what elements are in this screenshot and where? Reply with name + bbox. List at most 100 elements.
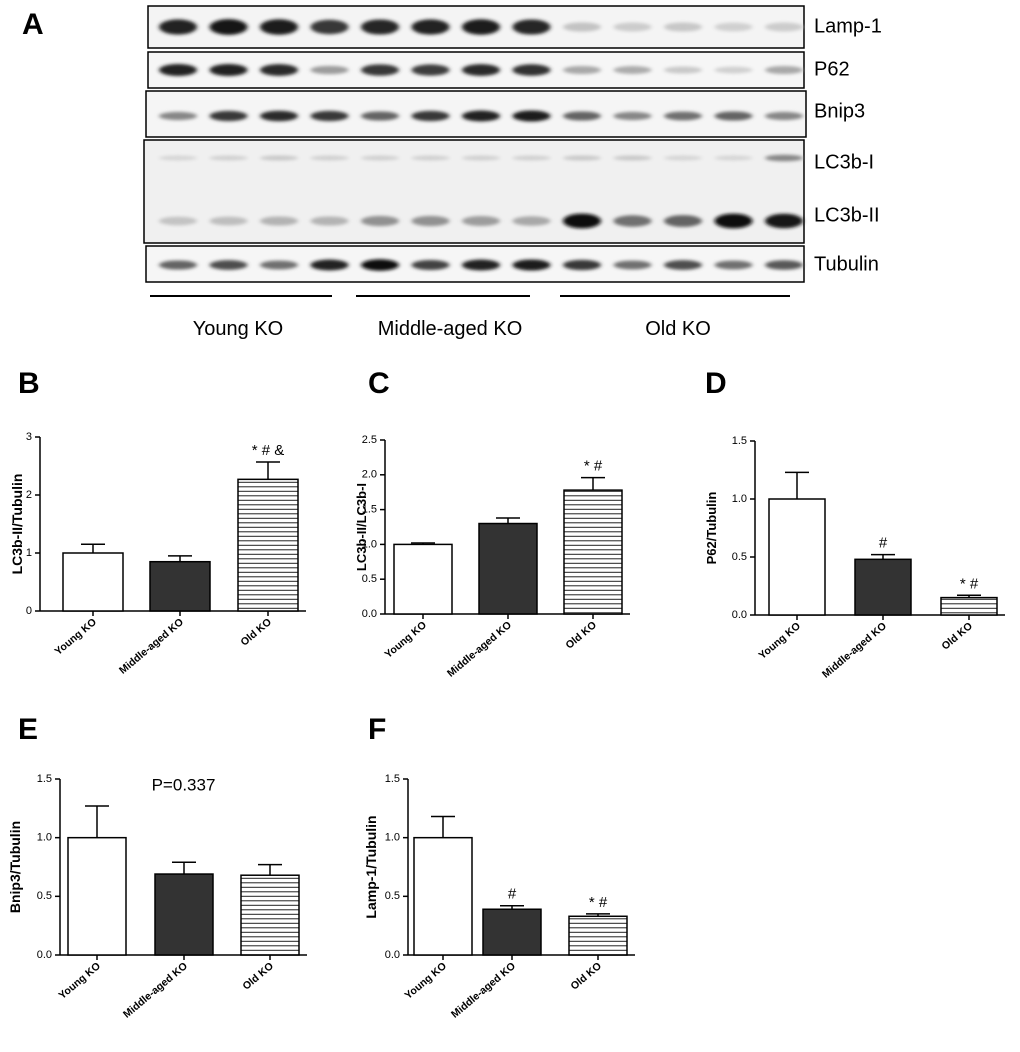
western-blot-panel: Lamp-1 P62 Bnip3 LC3b-I LC3b-II Tubulin [143, 5, 882, 340]
blot-band [664, 155, 702, 161]
blot-band [159, 216, 197, 226]
bar [62, 552, 124, 612]
chart-d-p62-tubulin: 0.0 0.5 1.0 1.5 P62/Tubulin Young KO Middle-ag… [704, 435, 1005, 681]
bar [149, 560, 211, 612]
blot-label-p62: P62 [814, 58, 850, 80]
blot-band [765, 154, 803, 162]
significance-annotation: * # [960, 575, 979, 592]
x-tick-label: Young KO [402, 960, 448, 1002]
blot-band [512, 216, 551, 226]
significance-annotation: * # [589, 894, 608, 911]
bar [237, 478, 299, 612]
blot-band [209, 216, 248, 226]
blot-band [512, 19, 551, 35]
panel-label-e: E [18, 713, 38, 746]
y-tick-label: 0 [26, 605, 32, 617]
blot-strip-bnip3: Bnip3 [145, 90, 865, 138]
blot-band [714, 66, 753, 74]
blot-band [765, 111, 803, 121]
panel-label-b: B [18, 367, 40, 400]
blot-band [714, 213, 753, 229]
x-tick-label: Old KO [241, 960, 276, 992]
significance-annotation: # [508, 886, 517, 903]
y-tick-label: 0.0 [37, 949, 52, 961]
chart-e-bnip3-tubulin: 0.0 0.5 1.0 1.5 Bnip3/Tubulin Young KO Middle-… [7, 773, 307, 1021]
panel-label-a: A [22, 8, 44, 41]
blot-band [411, 155, 450, 161]
blot-band [765, 22, 803, 32]
blot-band [361, 19, 399, 35]
blot-band [714, 260, 753, 270]
blot-band [512, 110, 551, 122]
panel-label-f: F [368, 713, 386, 746]
blot-band [664, 215, 702, 227]
y-tick-label: 0.5 [37, 890, 52, 902]
blot-band [209, 260, 248, 270]
bar [478, 522, 538, 615]
blot-band [260, 216, 298, 226]
y-tick-label: 0.5 [362, 573, 377, 585]
blot-band [462, 110, 500, 122]
blot-band [714, 22, 753, 32]
blot-band [563, 155, 601, 161]
blot-band [613, 215, 652, 227]
blot-band [664, 66, 702, 74]
blot-band [361, 259, 399, 271]
blot-band [512, 155, 551, 161]
blot-band [411, 215, 450, 227]
blot-band [159, 155, 197, 161]
blot-band [310, 216, 349, 226]
x-tick-label: Young KO [56, 960, 102, 1002]
bar [854, 558, 912, 616]
blot-strip-lc3b: LC3b-I LC3b-II [143, 139, 880, 244]
x-tick-label: Middle-aged KO [121, 960, 190, 1021]
y-axis-label: LC3b-II/Tubulin [9, 474, 25, 575]
y-tick-label: 0.5 [385, 890, 400, 902]
x-tick-label: Middle-aged KO [449, 960, 518, 1021]
significance-annotation: * # [584, 458, 603, 475]
blot-band [563, 111, 601, 121]
blot-strip-p62: P62 [147, 51, 850, 89]
blot-band [613, 155, 652, 161]
blot-band [462, 19, 500, 35]
group-label-young: Young KO [193, 318, 283, 340]
blot-band [411, 110, 450, 122]
blot-band [260, 19, 298, 35]
blot-band [260, 260, 298, 270]
blot-label-lamp1: Lamp-1 [814, 15, 882, 37]
blot-band [209, 64, 248, 76]
blot-band [159, 260, 197, 270]
bar [240, 874, 300, 956]
chart-b-lc3b-ii-tubulin: 0 1 2 3 LC3b-II/Tubulin Young KO Middle-aged K… [9, 431, 306, 677]
blot-band [613, 260, 652, 270]
blot-band [563, 22, 601, 32]
x-tick-label: Middle-aged KO [820, 620, 889, 681]
bar [768, 498, 826, 616]
blot-band [714, 155, 753, 161]
x-tick-label: Old KO [239, 616, 274, 648]
bar [413, 836, 473, 956]
group-label-middle: Middle-aged KO [378, 318, 523, 340]
y-tick-label: 0.0 [385, 949, 400, 961]
blot-band [209, 110, 248, 122]
blot-strip-lamp1: Lamp-1 [147, 5, 882, 49]
panel-label-c: C [368, 367, 390, 400]
significance-annotation: # [879, 535, 888, 552]
blot-band [664, 260, 702, 270]
y-tick-label: 1.5 [385, 773, 400, 785]
y-tick-label: 1.5 [37, 773, 52, 785]
blot-band [512, 64, 551, 76]
y-tick-label: 3 [26, 431, 32, 443]
blot-label-tubulin: Tubulin [814, 253, 879, 275]
bar [482, 908, 542, 956]
blot-strip-tubulin: Tubulin [145, 245, 879, 283]
x-tick-label: Old KO [569, 960, 604, 992]
blot-band [310, 65, 349, 75]
x-tick-label: Old KO [564, 619, 599, 651]
blot-band [361, 111, 399, 121]
panel-label-d: D [705, 367, 727, 400]
blot-band [664, 22, 702, 32]
y-axis-label: LC3b-II/LC3b-I [354, 483, 369, 571]
blot-band [563, 65, 601, 75]
chart-f-lamp1-tubulin: 0.0 0.5 1.0 1.5 Lamp-1/Tubulin Young KO Middle… [363, 773, 635, 1021]
